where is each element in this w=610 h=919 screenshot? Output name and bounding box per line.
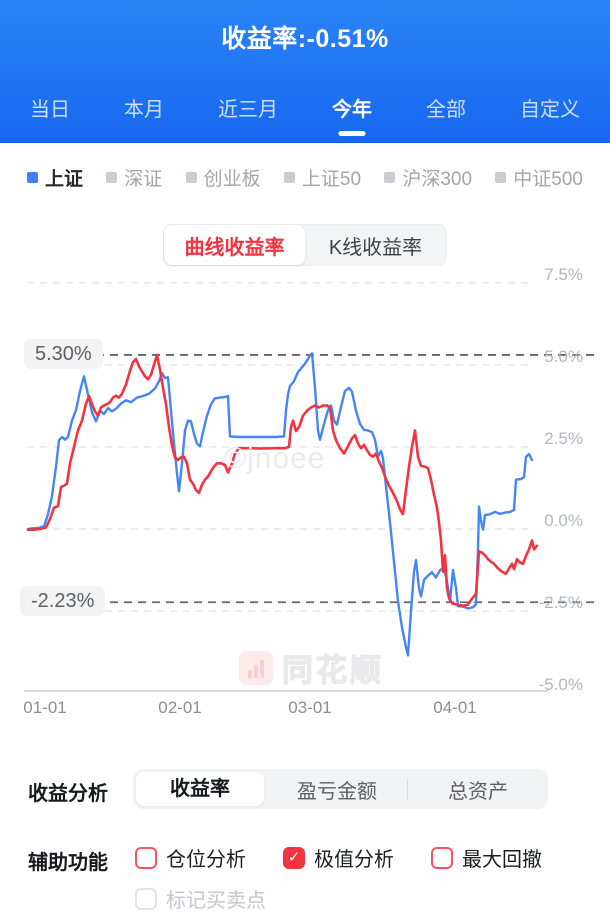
checkbox-mark-trade-points[interactable]: 标记买卖点: [135, 884, 266, 913]
legend-swatch: [27, 172, 38, 183]
y-axis-label: 5.0%: [544, 346, 583, 366]
checkbox-extreme-value-analysis[interactable]: ✓ 极值分析: [283, 843, 394, 872]
tab-this-month[interactable]: 本月: [124, 99, 164, 121]
checkbox-max-drawdown[interactable]: 最大回撤: [431, 843, 542, 872]
tab-today[interactable]: 当日: [30, 99, 70, 121]
active-tab-underline: [338, 131, 366, 136]
legend-item-shangzheng[interactable]: 上证: [27, 164, 83, 191]
chart-type-toggle: 曲线收益率 K线收益率: [163, 224, 447, 266]
legend-swatch: [106, 172, 118, 183]
y-axis-label: 2.5%: [544, 428, 583, 448]
checkbox-checked-icon[interactable]: ✓: [283, 846, 305, 869]
watermark-jnoee: ©jnoee: [224, 442, 326, 475]
index-legend: 上证 深证 创业板 上证50 沪深300 中证500: [0, 164, 610, 191]
x-axis-label: 03-01: [288, 698, 332, 717]
page-title: 收益率:-0.51%: [221, 25, 389, 53]
segment-return-rate[interactable]: 收益率: [136, 772, 264, 806]
x-axis-label: 01-01: [23, 698, 67, 717]
header: 收益率:-0.51% 当日 本月 近三月 今年 全部 自定义: [0, 0, 610, 143]
legend-item-shangzheng50[interactable]: 上证50: [283, 164, 361, 191]
segment-total-assets[interactable]: 总资产: [448, 780, 508, 803]
watermark-brand-text: 同花顺: [281, 652, 384, 688]
legend-item-chuangyeban[interactable]: 创业板: [185, 164, 261, 191]
x-axis-label: 04-01: [433, 698, 477, 717]
legend-item-hushen300[interactable]: 沪深300: [384, 164, 472, 191]
segment-profit-amount[interactable]: 盈亏金额: [297, 780, 377, 803]
aux-options-row-2: 标记买卖点: [135, 884, 266, 913]
y-axis-label: 7.5%: [544, 264, 583, 284]
tab-all[interactable]: 全部: [426, 99, 466, 121]
checkbox-disabled-icon[interactable]: [135, 887, 157, 910]
legend-item-shenzheng[interactable]: 深证: [106, 164, 162, 191]
segment-divider: [407, 779, 408, 799]
candlestick-logo-icon: [239, 650, 273, 685]
legend-swatch: [495, 172, 507, 183]
analysis-section-label: 收益分析: [28, 783, 108, 805]
legend-swatch: [283, 172, 295, 183]
legend-item-zhongzheng500[interactable]: 中证500: [495, 164, 583, 191]
y-axis-label: -5.0%: [538, 675, 583, 695]
aux-options-row: 仓位分析 ✓ 极值分析 最大回撤: [135, 843, 542, 872]
legend-swatch: [185, 172, 197, 183]
y-axis-label: -2.5%: [538, 593, 583, 613]
x-axis-label: 02-01: [158, 698, 202, 717]
aux-section-label: 辅助功能: [28, 852, 108, 874]
checkbox-icon[interactable]: [135, 846, 157, 869]
tab-last-3-months[interactable]: 近三月: [218, 99, 278, 121]
y-axis-label: 0.0%: [544, 511, 583, 530]
checkbox-position-analysis[interactable]: 仓位分析: [135, 843, 246, 872]
period-tabs: 当日 本月 近三月 今年 全部 自定义: [0, 93, 610, 136]
max-marker-label: 5.30%: [24, 338, 103, 369]
legend-swatch: [384, 172, 396, 183]
toggle-kline-returns[interactable]: K线收益率: [328, 236, 423, 259]
checkbox-icon[interactable]: [431, 846, 453, 869]
tab-this-year[interactable]: 今年: [332, 93, 372, 136]
tab-custom[interactable]: 自定义: [520, 99, 580, 121]
toggle-curve-returns[interactable]: 曲线收益率: [164, 225, 305, 265]
analysis-metric-switch: 收益率 盈亏金额 总资产: [133, 769, 548, 809]
min-marker-label: -2.23%: [20, 586, 106, 617]
watermark-brand: 同花顺: [239, 645, 384, 690]
series-收益率: [26, 353, 539, 608]
